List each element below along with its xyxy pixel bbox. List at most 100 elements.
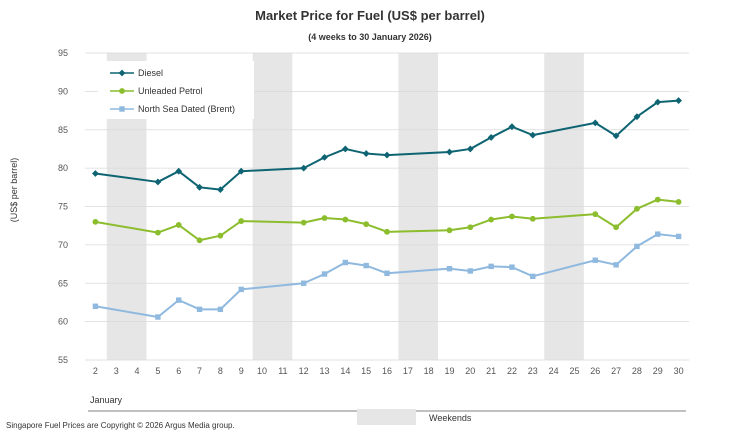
data-point-north-sea-dated-brent-27	[613, 262, 619, 268]
x-tick-label-8: 8	[218, 366, 223, 376]
data-point-north-sea-dated-brent-19	[446, 265, 453, 272]
data-point-north-sea-dated-brent-22	[509, 264, 515, 270]
x-tick-label-12: 12	[299, 366, 309, 376]
data-point-diesel-20	[466, 145, 474, 153]
weekend-legend-swatch	[357, 409, 416, 425]
data-point-north-sea-dated-brent-30	[675, 233, 682, 240]
data-point-diesel-21	[487, 134, 495, 141]
data-point-north-sea-dated-brent-21	[488, 263, 494, 270]
data-point-north-sea-dated-brent-5	[155, 314, 161, 320]
y-tick-label-70: 70	[58, 240, 68, 250]
data-point-north-sea-dated-brent-16	[384, 270, 390, 276]
data-point-north-sea-dated-brent-9	[238, 286, 244, 293]
x-tick-label-13: 13	[320, 366, 330, 376]
data-point-unleaded-petrol-12	[300, 219, 307, 226]
data-point-unleaded-petrol-19	[446, 227, 453, 234]
data-point-diesel-29	[654, 98, 662, 106]
data-point-diesel-30	[675, 97, 682, 104]
data-point-north-sea-dated-brent-29	[655, 231, 661, 237]
data-point-unleaded-petrol-13	[321, 215, 328, 221]
data-point-unleaded-petrol-16	[384, 228, 390, 235]
x-tick-label-11: 11	[278, 366, 287, 376]
data-point-north-sea-dated-brent-15	[363, 262, 369, 269]
x-tick-label-14: 14	[340, 366, 350, 376]
data-point-diesel-14	[341, 145, 349, 153]
x-tick-label-2: 2	[93, 366, 98, 376]
data-point-north-sea-dated-brent-20	[467, 268, 474, 274]
x-tick-label-18: 18	[424, 366, 434, 376]
series-layer	[92, 97, 682, 320]
data-point-north-sea-dated-brent-8	[217, 306, 224, 313]
data-point-diesel-13	[321, 153, 328, 161]
data-point-unleaded-petrol-26	[592, 211, 599, 218]
y-tick-label-85: 85	[58, 125, 68, 135]
data-point-diesel-28	[633, 113, 641, 121]
x-tick-label-26: 26	[590, 366, 600, 376]
data-point-north-sea-dated-brent-14	[342, 259, 349, 266]
data-point-diesel-9	[237, 167, 245, 175]
x-tick-label-6: 6	[176, 366, 181, 376]
data-point-diesel-7	[196, 183, 203, 191]
x-tick-label-3: 3	[114, 366, 119, 376]
data-point-diesel-2	[92, 170, 99, 177]
chart-subtitle: (4 weeks to 30 January 2026)	[308, 32, 432, 42]
data-point-diesel-15	[362, 150, 370, 157]
data-point-north-sea-dated-brent-26	[592, 257, 598, 263]
data-point-north-sea-dated-brent-6	[176, 297, 182, 303]
data-point-diesel-6	[175, 167, 183, 175]
data-point-north-sea-dated-brent-2	[92, 303, 99, 309]
x-tick-label-17: 17	[403, 366, 413, 376]
data-point-unleaded-petrol-29	[654, 196, 661, 203]
data-point-unleaded-petrol-30	[675, 198, 682, 205]
data-point-unleaded-petrol-15	[363, 221, 370, 228]
data-point-unleaded-petrol-6	[175, 222, 182, 228]
data-point-diesel-16	[383, 151, 391, 159]
data-point-unleaded-petrol-27	[613, 224, 620, 231]
data-point-unleaded-petrol-22	[509, 213, 515, 220]
data-point-unleaded-petrol-21	[488, 216, 495, 223]
data-point-diesel-19	[446, 148, 453, 156]
data-point-diesel-26	[591, 119, 599, 127]
x-tick-label-10: 10	[257, 366, 267, 376]
y-tick-label-80: 80	[58, 163, 68, 173]
x-tick-label-20: 20	[465, 366, 475, 376]
x-tick-label-24: 24	[549, 366, 559, 376]
y-axis-label: (US$ per barrel)	[9, 158, 19, 223]
legend-label-unleaded-petrol: Unleaded Petrol	[138, 86, 203, 96]
legend-marker-unleaded-petrol	[119, 88, 125, 94]
x-tick-label-7: 7	[197, 366, 202, 376]
data-point-north-sea-dated-brent-28	[634, 243, 640, 250]
x-tick-label-16: 16	[382, 366, 392, 376]
data-point-unleaded-petrol-9	[238, 218, 245, 224]
data-point-unleaded-petrol-5	[154, 229, 161, 236]
data-point-diesel-12	[300, 164, 308, 172]
data-point-unleaded-petrol-7	[196, 237, 203, 244]
x-tick-label-22: 22	[507, 366, 517, 376]
weekend-legend-label: Weekends	[429, 413, 472, 423]
x-tick-label-28: 28	[632, 366, 642, 376]
y-tick-label-60: 60	[58, 317, 68, 327]
x-tick-label-15: 15	[361, 366, 371, 376]
y-tick-label-55: 55	[58, 355, 68, 365]
y-tick-label-75: 75	[58, 202, 68, 212]
data-point-diesel-22	[508, 123, 516, 131]
data-point-north-sea-dated-brent-13	[321, 271, 328, 277]
data-point-unleaded-petrol-23	[529, 215, 536, 222]
data-point-unleaded-petrol-28	[634, 205, 640, 212]
x-tick-label-9: 9	[239, 366, 244, 376]
x-tick-label-27: 27	[611, 366, 621, 376]
data-point-diesel-27	[612, 132, 620, 140]
x-tick-label-4: 4	[135, 366, 140, 376]
data-point-diesel-23	[529, 131, 537, 139]
data-point-unleaded-petrol-8	[217, 232, 224, 239]
data-point-diesel-8	[216, 186, 224, 194]
data-point-north-sea-dated-brent-23	[530, 273, 536, 280]
data-point-north-sea-dated-brent-7	[196, 306, 203, 313]
x-tick-label-23: 23	[528, 366, 538, 376]
data-point-unleaded-petrol-20	[467, 224, 474, 231]
legend-marker-north-sea-dated-brent	[119, 106, 125, 112]
copyright-footer: Singapore Fuel Prices are Copyright © 20…	[6, 421, 235, 430]
x-tick-label-5: 5	[155, 366, 160, 376]
